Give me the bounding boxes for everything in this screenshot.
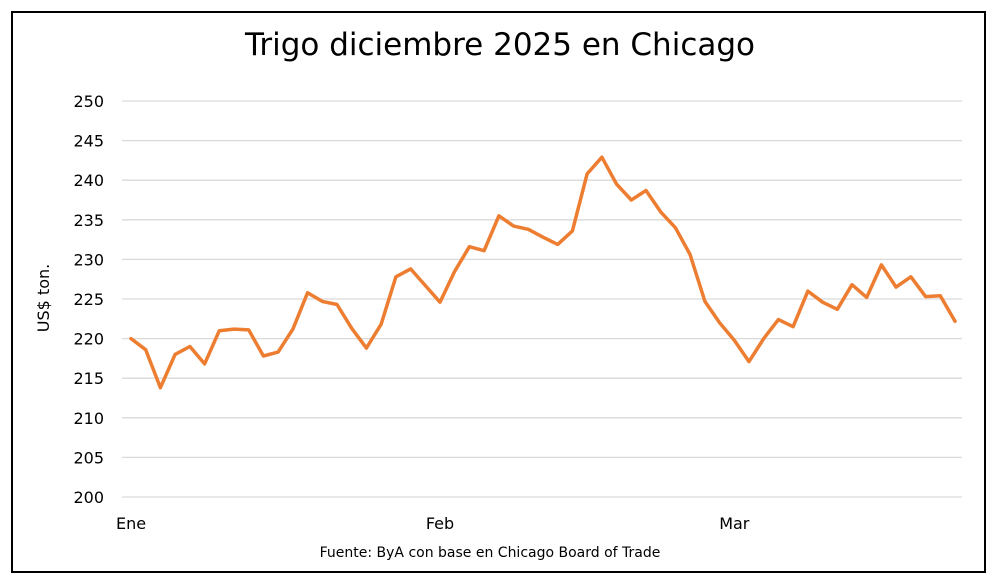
x-tick-label: Feb xyxy=(426,514,454,533)
chart-frame xyxy=(11,11,986,573)
series-group xyxy=(129,155,957,390)
x-tick-label: Ene xyxy=(116,514,146,533)
y-tick-label: 220 xyxy=(73,330,104,349)
y-tick-label: 250 xyxy=(73,92,104,111)
y-tick-label: 225 xyxy=(73,290,104,309)
chart-title: Trigo diciembre 2025 en Chicago xyxy=(244,27,756,63)
y-tick-label: 245 xyxy=(73,132,104,151)
x-tick-label: Mar xyxy=(719,514,750,533)
y-tick-label: 215 xyxy=(73,369,104,388)
y-tick-label: 205 xyxy=(73,448,104,467)
y-axis-ticks: 200 205 210 215 220 225 230 235 240 245 250 xyxy=(73,92,104,507)
y-axis-label: US$ ton. xyxy=(34,264,53,332)
gridlines xyxy=(122,100,962,498)
y-tick-label: 210 xyxy=(73,409,104,428)
x-axis-ticks: Ene Feb Mar xyxy=(116,514,750,533)
series-line xyxy=(129,155,957,390)
source-note: Fuente: ByA con base en Chicago Board of… xyxy=(319,545,661,561)
y-tick-label: 240 xyxy=(73,171,104,190)
y-tick-label: 230 xyxy=(73,250,104,269)
y-tick-label: 235 xyxy=(73,211,104,230)
y-tick-label: 200 xyxy=(73,488,104,507)
